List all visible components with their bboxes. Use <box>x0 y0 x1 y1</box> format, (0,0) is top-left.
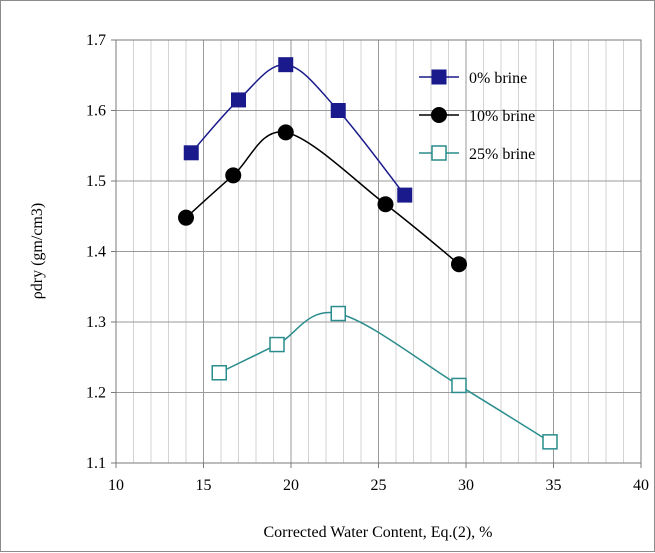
series-group <box>178 57 558 450</box>
axes <box>111 39 642 468</box>
data-point <box>377 196 394 213</box>
data-point <box>178 209 194 226</box>
series-line <box>190 63 406 196</box>
legend-label: 10% brine <box>469 108 535 125</box>
y-tick-label: 1.7 <box>86 32 106 49</box>
legend-marker <box>431 107 447 123</box>
series-0 <box>183 57 413 203</box>
legend: 0% brine 10% brine 25% brine <box>419 69 535 163</box>
x-axis-label: Corrected Water Content, Eq.(2), % <box>263 524 492 541</box>
legend-item: 0% brine <box>419 69 527 87</box>
legend-item: 10% brine <box>419 107 535 125</box>
y-tick-label: 1.5 <box>86 173 106 190</box>
x-tick-label: 35 <box>546 477 562 494</box>
data-point <box>451 256 467 273</box>
series-line <box>185 131 460 265</box>
data-point <box>277 124 294 141</box>
legend-marker <box>431 69 447 85</box>
data-point <box>225 167 242 184</box>
series-1 <box>178 124 467 273</box>
y-tick-label: 1.6 <box>86 103 106 120</box>
y-tick-label: 1.1 <box>86 455 106 472</box>
y-axis-label: ρdry (gm/cm3) <box>29 203 46 299</box>
x-tick-label: 30 <box>458 477 474 494</box>
data-point <box>451 377 467 394</box>
x-tick-label: 20 <box>283 477 299 494</box>
legend-marker <box>431 145 447 161</box>
legend-label: 25% brine <box>469 146 535 163</box>
data-point <box>397 187 413 203</box>
y-tick-label: 1.3 <box>86 314 106 331</box>
data-point <box>231 92 246 108</box>
x-tick-label: 10 <box>108 477 124 494</box>
tick-labels: 10 15 20 25 30 35 40 1.1 1.2 1.3 1.4 1.5 1.6 1.7 <box>86 32 649 494</box>
legend-label: 0% brine <box>469 70 527 87</box>
data-point <box>211 365 227 381</box>
series-2 <box>211 305 558 450</box>
data-point <box>278 57 294 73</box>
gridlines <box>115 39 642 464</box>
x-tick-label: 40 <box>633 477 649 494</box>
y-tick-label: 1.4 <box>86 244 106 261</box>
data-point <box>330 103 346 118</box>
x-tick-label: 25 <box>371 477 387 494</box>
data-point <box>330 305 346 322</box>
data-point <box>269 336 285 353</box>
legend-item: 25% brine <box>419 145 535 163</box>
series-line <box>218 311 551 443</box>
data-point <box>183 145 199 161</box>
data-point <box>542 434 558 450</box>
y-tick-label: 1.2 <box>86 385 106 402</box>
x-tick-label: 15 <box>196 477 212 494</box>
